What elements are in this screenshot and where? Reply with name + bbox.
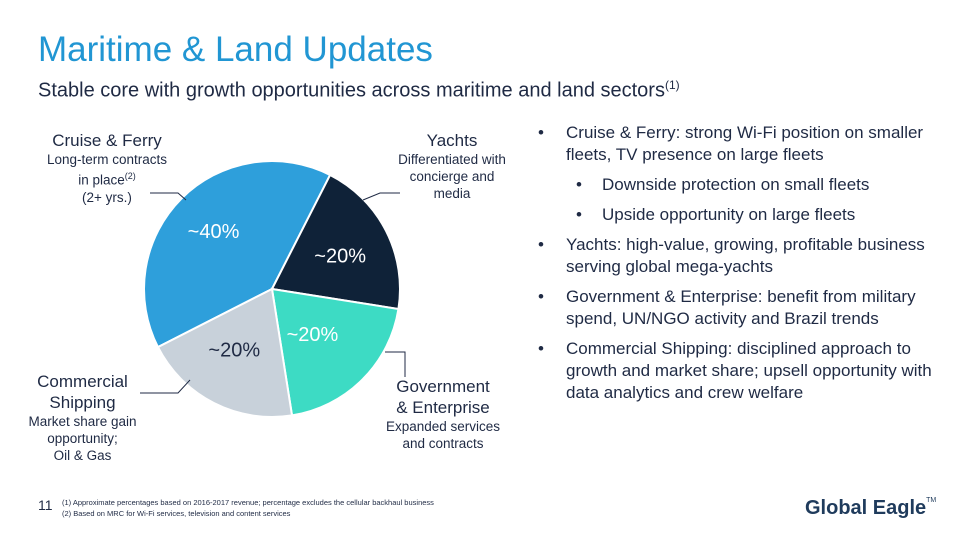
yachts-desc-1: Differentiated with xyxy=(398,152,506,167)
logo-trademark: TM xyxy=(926,497,937,504)
callout-lines xyxy=(140,192,406,394)
callout-line-cruise xyxy=(150,192,187,201)
bullet-subitem: Downside protection on small fleets xyxy=(536,174,956,196)
commercial-heading-1: Commercial xyxy=(37,372,128,391)
slide-title: Maritime & Land Updates xyxy=(38,30,433,69)
callout-line-government xyxy=(385,351,406,377)
government-desc-2: and contracts xyxy=(402,436,484,451)
label-government-enterprise: Government & Enterprise Expanded service… xyxy=(363,376,523,452)
page-number: 11 xyxy=(38,497,53,513)
pie-slice-commercial-shipping xyxy=(156,287,294,418)
bullet-list: Cruise & Ferry: strong Wi-Fi position on… xyxy=(536,122,956,412)
cruise-desc-3: (2+ yrs.) xyxy=(82,189,132,205)
bullet-item: Government & Enterprise: benefit from mi… xyxy=(536,286,956,330)
subtitle-text: Stable core with growth opportunities ac… xyxy=(38,79,665,102)
label-cruise-ferry: Cruise & Ferry Long-term contracts in pl… xyxy=(22,130,192,206)
cruise-footnote-ref: (2) xyxy=(124,171,136,181)
footnotes: (1) Approximate percentages based on 201… xyxy=(62,497,434,519)
callout-line-yachts xyxy=(362,192,400,201)
yachts-desc-3: media xyxy=(433,186,471,201)
pie-slices xyxy=(143,160,401,418)
cruise-desc-1: Long-term contracts xyxy=(46,152,168,167)
government-heading-1: Government xyxy=(396,377,490,396)
commercial-heading-2: Shipping xyxy=(49,393,116,412)
footnote-2: (2) Based on MRC for Wi-Fi services, tel… xyxy=(62,509,291,518)
cruise-desc-2-text: in place xyxy=(78,172,125,188)
footnote-1: (1) Approximate percentages based on 201… xyxy=(62,498,434,507)
label-commercial-shipping: Commercial Shipping Market share gain op… xyxy=(5,371,160,464)
pie-slice-government-enterprise xyxy=(270,287,400,417)
bullet-subitem: Upside opportunity on large fleets xyxy=(536,204,956,226)
commercial-desc-3: Oil & Gas xyxy=(53,448,112,463)
company-logo: Global EagleTM xyxy=(805,497,936,520)
subtitle-footnote-ref: (1) xyxy=(664,78,680,92)
cruise-desc-2: in place(2) xyxy=(22,168,192,189)
commercial-desc-2: opportunity; xyxy=(47,431,118,446)
pie-value-labels: ~40% ~20% ~20% ~20% xyxy=(188,221,367,362)
pie-value-label: ~20% xyxy=(208,339,260,361)
pie-slice-yachts xyxy=(270,173,401,311)
bullet-item: Commercial Shipping: disciplined approac… xyxy=(536,338,956,404)
government-desc-1: Expanded services xyxy=(385,419,501,434)
commercial-desc-1: Market share gain xyxy=(28,414,137,429)
bullet-item: Cruise & Ferry: strong Wi-Fi position on… xyxy=(536,122,956,166)
logo-text: Global Eagle xyxy=(805,497,927,519)
yachts-desc-2: concierge and xyxy=(409,169,495,184)
slide-subtitle: Stable core with growth opportunities ac… xyxy=(38,78,680,103)
government-heading-2: & Enterprise xyxy=(396,398,490,417)
pie-value-label: ~20% xyxy=(287,324,339,346)
pie-slice-cruise-ferry xyxy=(143,160,332,349)
bullet-item: Yachts: high-value, growing, profitable … xyxy=(536,234,956,278)
label-yachts: Yachts Differentiated with concierge and… xyxy=(372,130,532,202)
cruise-heading: Cruise & Ferry xyxy=(52,131,162,150)
yachts-heading: Yachts xyxy=(426,131,478,150)
pie-value-label: ~20% xyxy=(314,246,366,268)
callout-line-commercial xyxy=(140,379,191,394)
pie-value-label: ~40% xyxy=(188,221,240,243)
